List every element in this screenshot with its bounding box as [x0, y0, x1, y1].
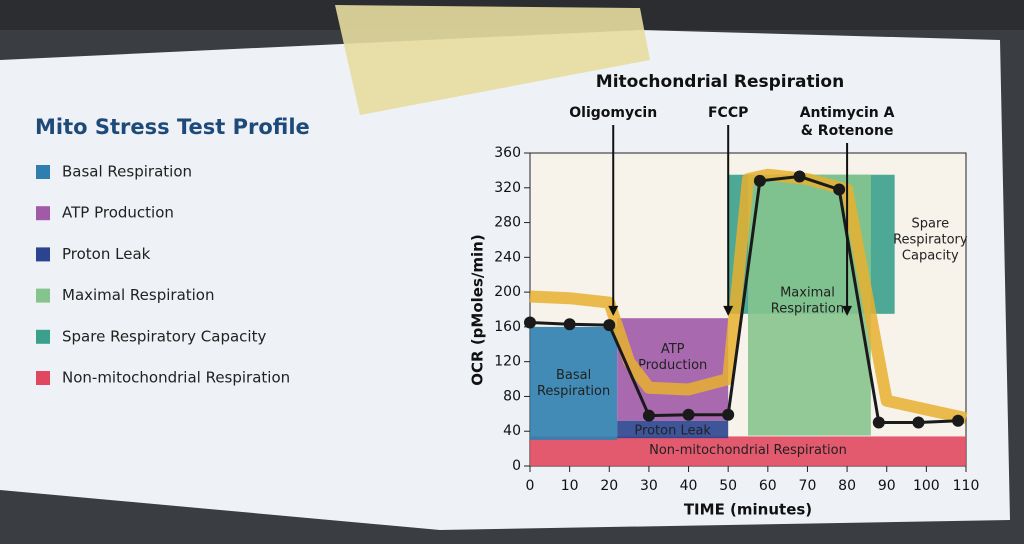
region — [530, 326, 618, 440]
data-point — [563, 318, 576, 331]
data-point — [682, 408, 695, 421]
x-tick-label: 40 — [680, 478, 698, 494]
data-point — [872, 416, 885, 429]
y-tick-label: 320 — [494, 180, 521, 196]
y-tick-label: 40 — [503, 423, 521, 439]
chart-title: Mitochondrial Respiration — [596, 72, 844, 92]
data-point — [833, 183, 846, 196]
data-point — [952, 414, 965, 427]
y-tick-label: 80 — [503, 388, 521, 404]
data-point — [524, 316, 536, 329]
x-tick-label: 20 — [600, 478, 618, 494]
y-tick-label: 160 — [494, 319, 521, 335]
region-label: Respiration — [537, 384, 610, 399]
legend-label: Proton Leak — [62, 245, 151, 263]
y-tick-label: 280 — [494, 215, 521, 231]
legend-title: Mito Stress Test Profile — [35, 115, 310, 139]
x-tick-label: 10 — [561, 478, 579, 494]
y-tick-label: 240 — [494, 249, 521, 265]
x-tick-label: 100 — [913, 478, 940, 494]
y-tick-label: 200 — [494, 284, 521, 300]
legend-label: Basal Respiration — [62, 163, 192, 181]
x-tick-label: 90 — [878, 478, 896, 494]
legend-swatch — [36, 329, 50, 344]
injection-label: Oligomycin — [569, 105, 657, 121]
injection-arrowhead — [842, 305, 853, 316]
x-axis-title: TIME (minutes) — [684, 501, 812, 519]
region — [530, 436, 966, 466]
data-point — [793, 170, 806, 183]
x-tick-label: 0 — [526, 478, 535, 494]
region-label: Capacity — [902, 248, 959, 263]
injection-label: FCCP — [708, 105, 748, 121]
region-label: Proton Leak — [634, 424, 711, 439]
y-tick-label: 0 — [512, 458, 521, 474]
legend-label: ATP Production — [62, 204, 174, 222]
injection-arrowhead — [608, 305, 619, 316]
region-label: Non-mitochondrial Respiration — [649, 443, 847, 458]
injection-label: & Rotenone — [801, 123, 894, 139]
tape — [335, 5, 650, 115]
region — [617, 420, 729, 439]
x-tick-label: 70 — [799, 478, 817, 494]
region-label: Maximal — [780, 285, 835, 300]
y-tick-label: 360 — [494, 145, 521, 161]
x-tick-label: 60 — [759, 478, 777, 494]
region-label: Respiratory — [893, 232, 968, 247]
y-tick-label: 120 — [494, 354, 521, 370]
x-tick-label: 80 — [838, 478, 856, 494]
legend-label: Spare Respiratory Capacity — [62, 327, 266, 345]
legend-swatch — [36, 288, 50, 303]
data-line — [529, 174, 959, 425]
legend-swatch — [36, 247, 50, 262]
legend-label: Non-mitochondrial Respiration — [62, 369, 290, 387]
injection-label: Antimycin A — [800, 105, 895, 121]
legend-swatch — [36, 206, 50, 221]
data-point — [642, 409, 655, 422]
data-point — [753, 174, 766, 187]
y-axis-title: OCR (pMoles/min) — [469, 234, 487, 385]
x-tick-label: 30 — [640, 478, 658, 494]
region-label: Spare — [912, 216, 950, 231]
injection-arrowhead — [723, 305, 734, 316]
region-label: ATP — [661, 342, 685, 357]
data-point — [912, 416, 925, 429]
region-label: Respiration — [771, 301, 844, 316]
x-tick-label: 110 — [953, 478, 980, 494]
data-point — [722, 408, 735, 421]
data-point — [603, 319, 616, 332]
legend-label: Maximal Respiration — [62, 286, 215, 304]
x-tick-label: 50 — [719, 478, 737, 494]
region-label: Production — [638, 358, 707, 373]
region-label: Basal — [556, 368, 591, 383]
legend-swatch — [36, 165, 50, 179]
legend-swatch — [36, 371, 50, 385]
